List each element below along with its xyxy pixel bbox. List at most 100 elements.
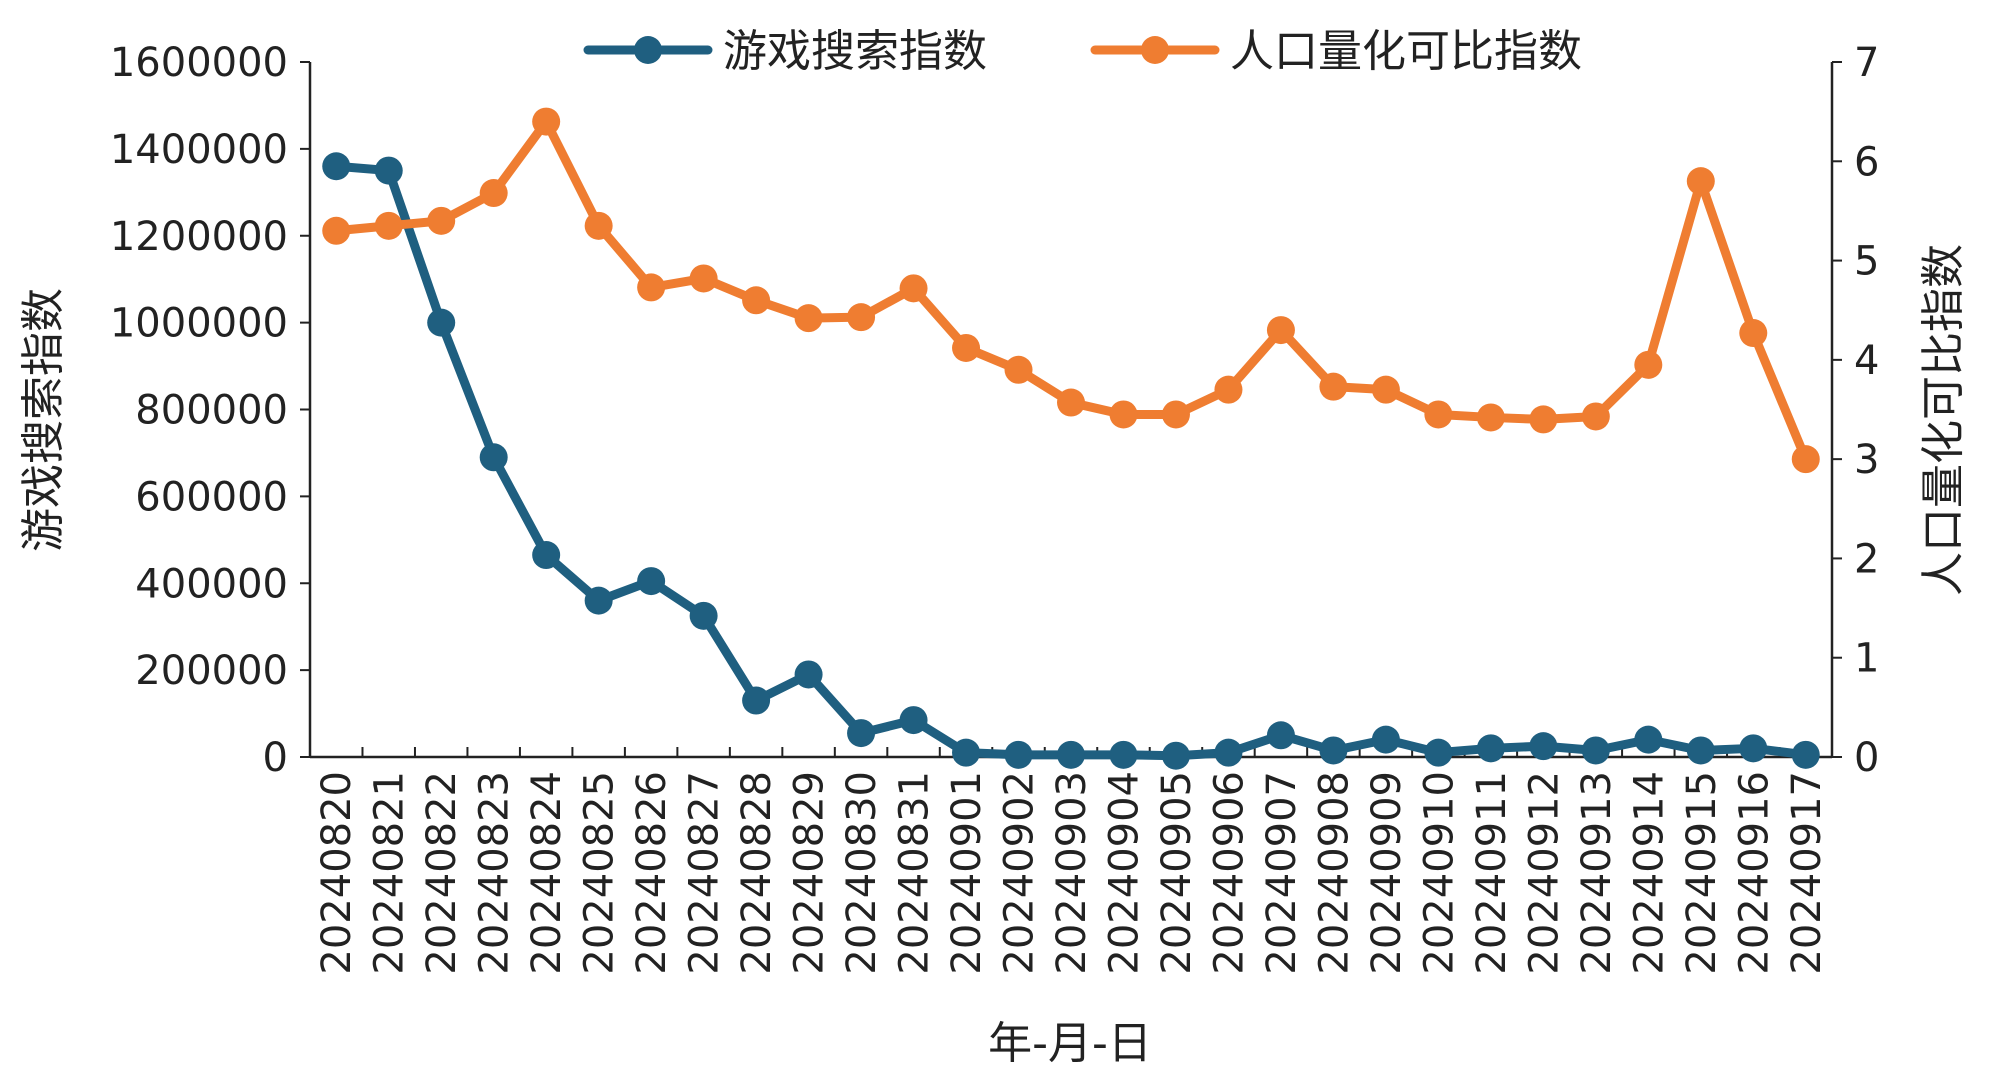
x-tick-label: 20240913 [1574,771,1620,975]
series-2-point [1214,375,1243,404]
series-2-point [532,107,561,136]
x-tick-label: 20240820 [314,771,360,975]
series-2-point [1529,405,1558,434]
y-left-tick-label: 800000 [135,388,288,434]
series-1-point [1214,738,1243,767]
y-left-tick-label: 1600000 [110,40,288,86]
x-tick-label: 20240903 [1049,771,1095,975]
series-1-point [1161,741,1190,770]
x-axis-title: 年-月-日 [988,1018,1152,1069]
y-right-tick-label: 6 [1854,139,1879,185]
series-1-point [1529,732,1558,761]
series-2-point [1004,355,1033,384]
series-2-point [584,211,613,240]
x-tick-label: 20240902 [997,771,1043,975]
series-2-point [322,216,351,245]
series-2-point [1739,319,1768,348]
legend-label-1: 游戏搜索指数 [723,26,987,77]
y-right-tick-label: 7 [1854,40,1879,86]
series-1-point [1739,734,1768,763]
series-2-point [1581,402,1610,431]
series-1-point [1634,725,1663,754]
series-2-point [952,333,981,362]
series-2-point [479,179,508,208]
series-1-point [584,586,613,615]
x-tick-label: 20240823 [472,771,518,975]
series-1-point [322,152,351,181]
series-1-point [689,601,718,630]
x-tick-label: 20240826 [629,771,675,975]
series-1-point [532,541,561,570]
y-left-tick-label: 1400000 [110,127,288,173]
series-1-point [742,686,771,715]
legend-marker-1 [634,36,662,64]
x-tick-label: 20240905 [1154,771,1200,975]
x-tick-label: 20240916 [1731,771,1777,975]
y-right-tick-label: 2 [1854,536,1879,582]
x-tick-label: 20240830 [839,771,885,975]
x-tick-label: 20240912 [1521,771,1567,975]
series-1-point [1791,740,1820,769]
series-2-point [794,304,823,333]
series-1-point [899,706,928,735]
series-2-point [1371,375,1400,404]
series-1-point [1004,740,1033,769]
legend-label-2: 人口量化可比指数 [1230,26,1582,77]
x-tick-label: 20240915 [1679,771,1725,975]
series-2-point [1686,167,1715,196]
series-1-point [1476,734,1505,763]
series-2-point [374,211,403,240]
x-tick-label: 20240829 [787,771,833,975]
x-tick-label: 20240824 [524,771,570,975]
series-1-point [1266,721,1295,750]
series-1-point [479,443,508,472]
x-tick-label: 20240917 [1784,771,1830,975]
x-tick-label: 20240831 [892,771,938,975]
legend-marker-2 [1141,36,1169,64]
series-1-point [952,738,981,767]
series-2-point [847,303,876,332]
y-left-tick-label: 600000 [135,474,288,520]
axes: 1600000 1400000 1200000 1000000 800000 600000… [110,40,1880,975]
x-tick-label: 20240907 [1259,771,1305,975]
x-tick-label: 20240911 [1469,771,1515,975]
x-tick-label: 20240904 [1101,771,1147,975]
y-left-tick-label: 0 [263,735,288,781]
series-1-point [1686,736,1715,765]
series-2-point [427,206,456,235]
series-1-point [637,567,666,596]
x-tick-label: 20240910 [1416,771,1462,975]
series-2-point [1057,388,1085,417]
y-left-tick-label: 400000 [135,561,288,607]
x-tick-label: 20240827 [682,771,728,975]
x-tick-label: 20240822 [419,771,465,975]
y-left-tick-label: 1000000 [110,301,288,347]
series-1-point [794,660,823,689]
y-right-tick-label: 3 [1854,437,1879,483]
x-tick-label: 20240914 [1626,771,1672,975]
y-right-tick-label: 5 [1854,239,1879,285]
series-1-point [847,719,876,748]
x-tick-label: 20240821 [367,771,413,975]
series-1-point [1424,738,1453,767]
series-2-point [899,274,928,303]
series-2-point [1424,400,1453,429]
y-right-tick-label: 4 [1854,338,1879,384]
series-1-point [374,156,403,185]
series-1-point [427,308,456,337]
series-2-point [637,273,666,302]
series-line-1 [331,161,1811,761]
series-2-point [1161,400,1190,429]
series-2-point [1476,403,1505,432]
series-2-point [1791,445,1820,474]
y-left-tick-label: 200000 [135,648,288,694]
y-right-tick-label: 0 [1854,735,1879,781]
y-axis-left-title: 游戏搜索指数 [18,288,69,552]
x-tick-label: 20240906 [1206,771,1252,975]
x-tick-label: 20240908 [1311,771,1357,975]
series-2-point [689,264,718,293]
series-1-point [1371,725,1400,754]
y-left-tick-label: 1200000 [110,214,288,260]
